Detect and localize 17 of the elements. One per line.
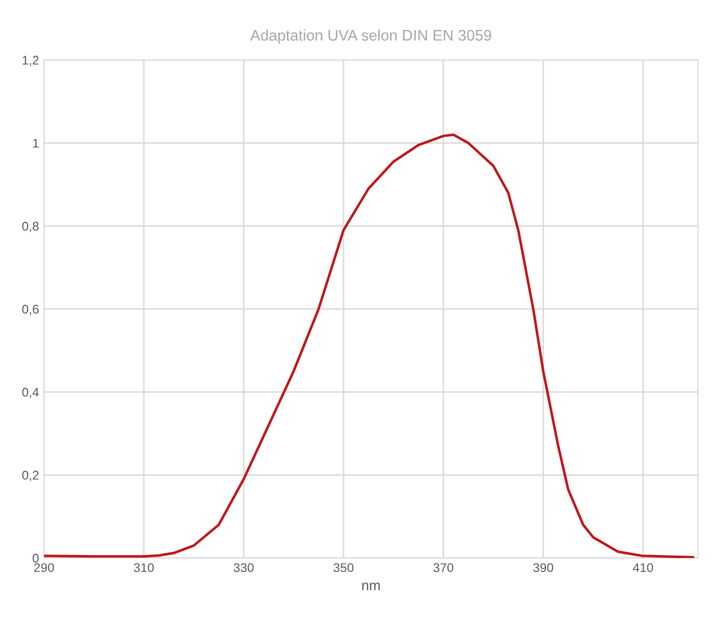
y-tick-label: 0,8 [22,222,39,232]
y-tick-label: 0,6 [22,304,39,316]
x-tick-label: 290 [34,563,54,572]
y-tick-label: 0 [32,554,39,563]
x-axis-title: nm [362,582,380,590]
chart-title: Adaptation UVA selon DIN EN 3059 [250,29,492,44]
x-tick-label: 350 [334,563,354,572]
y-tick-label: 0,2 [22,470,39,482]
x-tick-label: 390 [533,563,554,572]
y-tick-label: 0,4 [22,388,39,398]
y-tick-label: 1,2 [22,56,39,66]
x-tick-label: 370 [433,563,454,572]
y-tick-label: 1 [33,138,39,148]
x-tick-label: 330 [234,563,254,572]
x-tick-label: 410 [632,563,654,572]
line-series [44,133,694,558]
x-tick-label: 310 [134,563,154,572]
